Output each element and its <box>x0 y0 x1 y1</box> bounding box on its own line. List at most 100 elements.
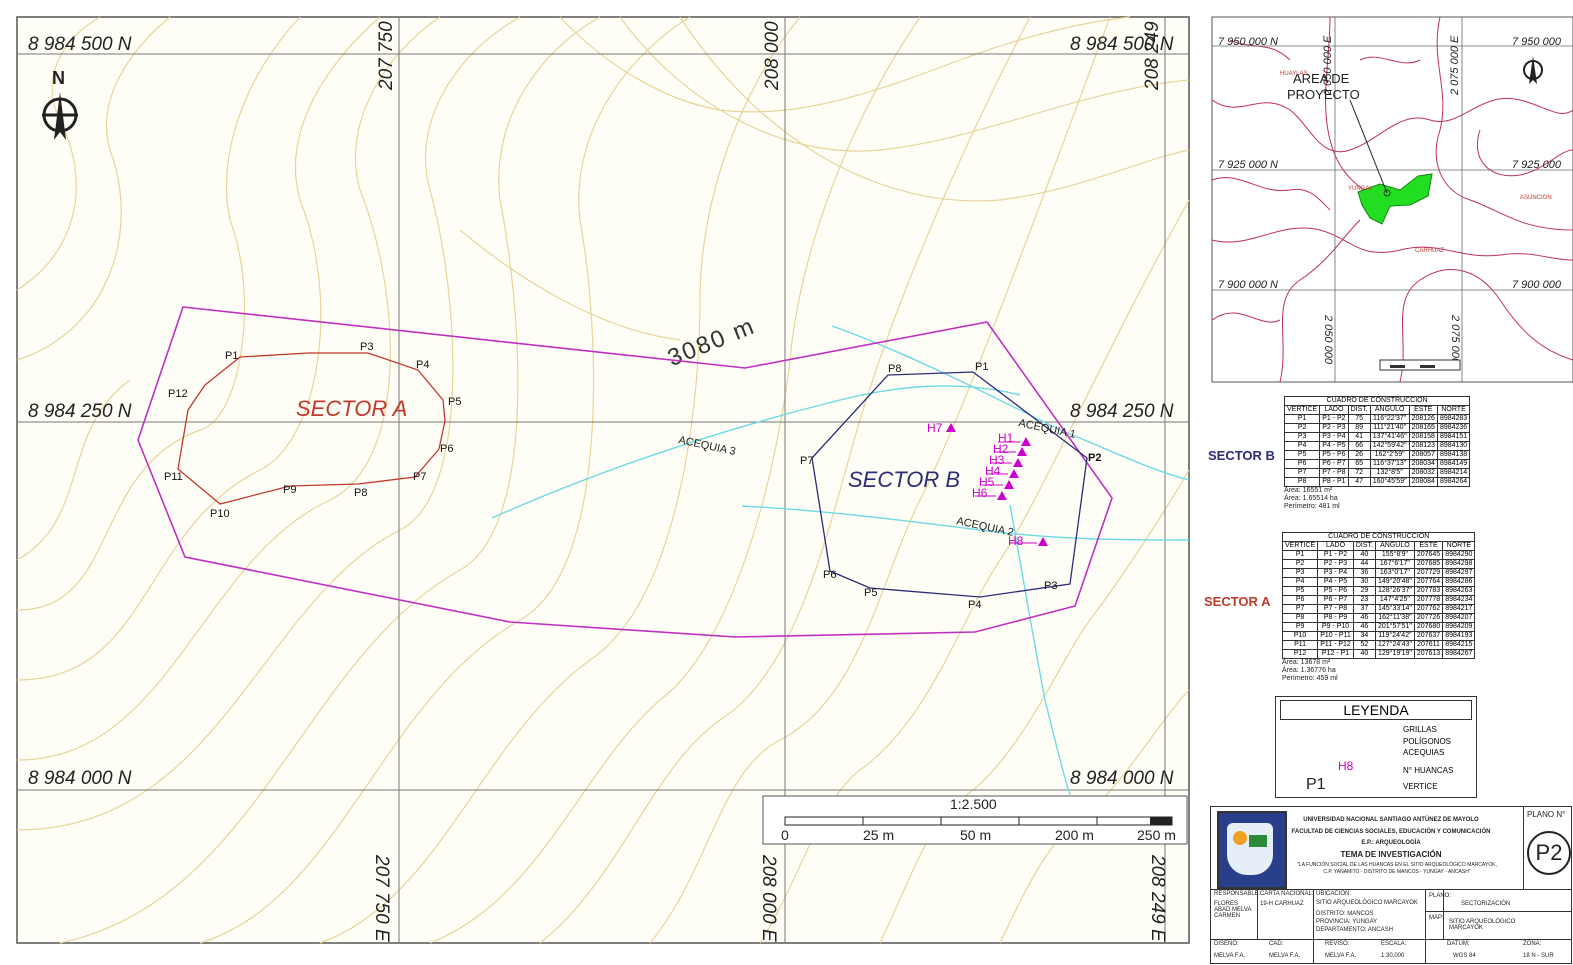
huanca-label: H8 <box>1008 534 1024 548</box>
grid-label-e3: 208 249 <box>1142 21 1163 91</box>
table-cell: 8984263 <box>1442 586 1476 596</box>
table-cell: 34 <box>1352 631 1376 641</box>
plan-number: P2 <box>1527 831 1571 875</box>
table-cell: 207613 <box>1413 649 1444 659</box>
reviewed-label: REVISÓ: <box>1325 941 1350 947</box>
table-cell: 207729 <box>1413 568 1444 578</box>
area-m2: Área: 13678 m² <box>1282 659 1331 666</box>
table-cell: 162°2'59" <box>1369 450 1410 460</box>
table-row: P4 P4 - P5 66 142°59'42" 208123 8984130 <box>1283 441 1471 451</box>
inset-north-arrow-icon <box>1523 56 1543 84</box>
grid-label-n1: 8 984 500 N <box>28 34 132 55</box>
table-cell: 208158 <box>1408 432 1438 442</box>
table-cell: P6 - P7 <box>1319 459 1349 469</box>
table-cell: P3 <box>1281 568 1319 578</box>
table-cell: 8984264 <box>1436 477 1471 487</box>
table-cell: P1 <box>1281 550 1319 560</box>
inset-lat-label-right: 7 925 000 <box>1512 159 1562 171</box>
inset-lon-label: 2 075 000 E <box>1449 35 1461 96</box>
table-cell: 162°11'38" <box>1374 613 1415 623</box>
design-value: MELVA F.A. <box>1214 953 1246 959</box>
inset-area-label: AREA DE <box>1293 71 1350 86</box>
location-line: DISTRITO: MANCOS <box>1316 911 1374 917</box>
sb-point-label: P4 <box>968 599 981 611</box>
table-header: DIST. <box>1347 405 1371 415</box>
table-row: P6 P6 - P7 65 116°37'13" 208034 8984149 <box>1283 459 1471 469</box>
scale-tick: 0 <box>781 827 789 843</box>
table-cell: 8984234 <box>1442 595 1476 605</box>
inset-place-label: ASUNCION <box>1520 195 1552 201</box>
table-cell: 8984130 <box>1436 441 1471 451</box>
table-cell: 8984193 <box>1442 631 1476 641</box>
table-cell: 207637 <box>1413 631 1444 641</box>
table-cell: 8984138 <box>1436 450 1471 460</box>
title-block: UNIVERSIDAD NACIONAL SANTIAGO ANTÚNEZ DE… <box>1210 806 1572 964</box>
project-area-polygon <box>1357 173 1433 225</box>
sector-b-label: SECTOR B <box>848 467 960 492</box>
table-cell: P5 - P6 <box>1317 586 1354 596</box>
table-cell: P2 <box>1281 559 1319 569</box>
table-row: P5 P5 - P6 29 128°26'37" 207783 8984263 <box>1281 586 1476 596</box>
table-cell: 72 <box>1347 468 1371 478</box>
sector-a-table-label: SECTOR A <box>1204 594 1271 609</box>
inset-place-label: CARHUAZ <box>1415 248 1444 254</box>
legend-item: POLÍGONOS <box>1403 737 1452 746</box>
table-cell: 44 <box>1352 559 1376 569</box>
huanca-label: H2 <box>993 442 1009 456</box>
table-cell: 149°20'48" <box>1374 577 1415 587</box>
table-cell: P9 <box>1281 622 1319 632</box>
scale-tick: 250 m <box>1137 827 1176 843</box>
map-value: SITIO ARQUEOLÓGICO MARCAYOK <box>1449 919 1516 931</box>
grid-label-e3-bottom: 208 249 E <box>1147 854 1168 942</box>
location-line: DEPARTAMENTO: ANCASH <box>1316 927 1393 933</box>
table-cell: P6 - P7 <box>1317 595 1354 605</box>
scale-label: ESCALA: <box>1381 941 1407 947</box>
inset-grid <box>1212 17 1573 382</box>
sa-point-label: P5 <box>448 396 461 408</box>
table-cell: 207611 <box>1413 640 1444 650</box>
table-cell: P1 - P2 <box>1319 414 1349 424</box>
area-m2: Área: 16551 m² <box>1284 487 1333 494</box>
area-ha: Área: 1.65514 ha <box>1284 495 1338 502</box>
legend-item: N° HUANCAS <box>1403 766 1454 775</box>
responsible-label: RESPONSABLE: <box>1214 891 1261 897</box>
sb-point-label: P7 <box>800 455 813 467</box>
inset-lat-label: 7 950 000 N <box>1218 36 1278 48</box>
inset-lat-label-right: 7 900 000 <box>1512 279 1562 291</box>
table-cell: P6 <box>1283 459 1321 469</box>
table-cell: 8984298 <box>1442 559 1476 569</box>
carta-value: 19-H CARHUAZ <box>1260 901 1304 907</box>
grid-label-n3-right: 8 984 000 N <box>1070 768 1174 789</box>
table-cell: P9 - P10 <box>1317 622 1354 632</box>
table-cell: 8984267 <box>1442 649 1476 659</box>
table-cell: 66 <box>1347 441 1371 451</box>
grid-label-e2-bottom: 208 000 E <box>758 854 779 942</box>
table-header: LADO <box>1319 405 1349 415</box>
table-cell: 65 <box>1347 459 1371 469</box>
table-cell: 207783 <box>1413 586 1444 596</box>
sector-a-polygon <box>177 352 446 505</box>
table-cell: P3 <box>1283 432 1321 442</box>
inset-lon-label-bottom: 2 050 000 <box>1322 314 1334 365</box>
table-cell: 23 <box>1352 595 1376 605</box>
table-cell: P7 <box>1281 604 1319 614</box>
table-cell: P12 <box>1281 649 1319 659</box>
legend-item: VERTICE <box>1403 782 1438 791</box>
location-label: UBICACIÓN: <box>1316 891 1352 897</box>
sb-point-label: P5 <box>864 587 877 599</box>
table-cell: P8 <box>1281 613 1319 623</box>
carta-label: CARTA NACIONAL: <box>1260 891 1314 897</box>
huanca-label: H3 <box>989 453 1005 467</box>
table-cell: 127°24'43" <box>1374 640 1415 650</box>
table-cell: 116°37'13" <box>1369 459 1410 469</box>
table-cell: 8984286 <box>1442 577 1476 587</box>
cad-value: MELVA F.A. <box>1269 953 1301 959</box>
table-row: P8 P8 - P9 46 162°11'38" 207726 8984207 <box>1281 613 1476 623</box>
grid-label-e1-bottom: 207 750 E <box>371 854 392 942</box>
table-cell: 8984149 <box>1436 459 1471 469</box>
table-cell: 208123 <box>1408 441 1438 451</box>
table-cell: 8984207 <box>1442 613 1476 623</box>
north-arrow-icon: N <box>42 68 78 140</box>
table-cell: 30 <box>1352 577 1376 587</box>
svg-text:N: N <box>52 68 65 88</box>
